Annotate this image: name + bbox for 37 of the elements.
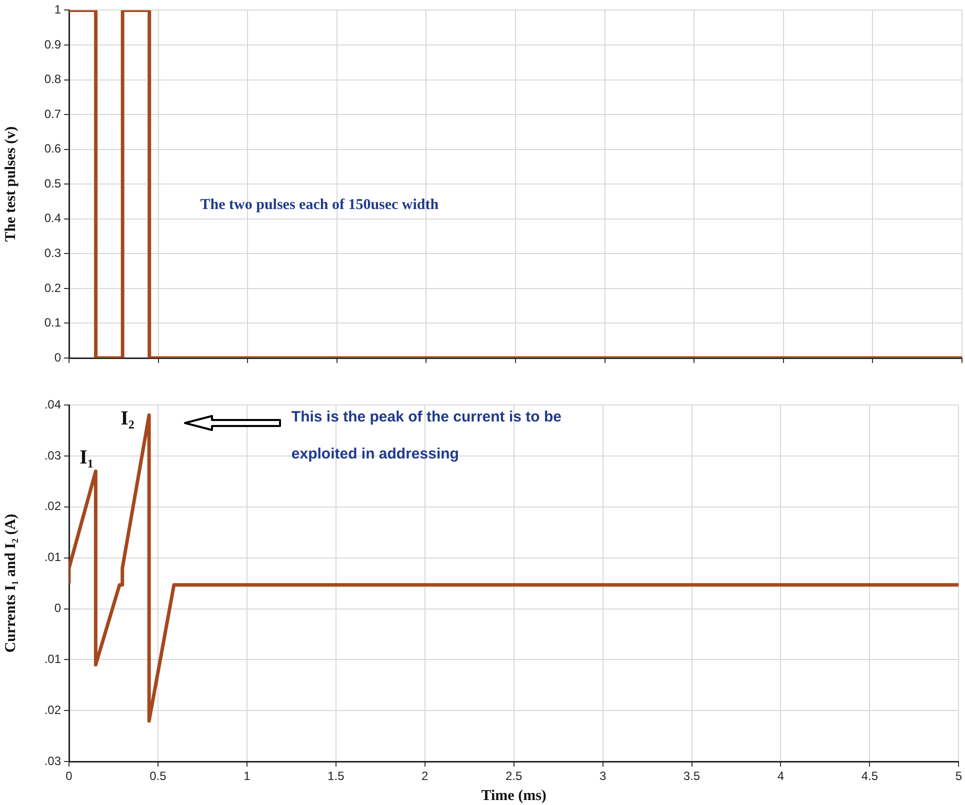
y-tick-label: 0: [54, 601, 62, 616]
y-tick-label: .02: [44, 702, 62, 717]
y-tick-label: 0.8: [44, 72, 62, 86]
y-tick-label: 0: [54, 350, 62, 364]
x-tick-label: 3.5: [683, 769, 700, 784]
y-tick-label: .03: [44, 754, 62, 768]
y-tick-label: 0.6: [44, 142, 62, 156]
annotation: I₁: [80, 446, 94, 469]
annotation: I₂: [120, 407, 134, 430]
y-tick-label: 0.2: [44, 280, 62, 295]
y-axis-title: Currents I₁ and I₂ (A): [2, 514, 19, 653]
y-tick-label: .04: [44, 397, 62, 412]
y-tick-label: 0.7: [44, 106, 62, 121]
x-tick-label: 0: [66, 769, 73, 784]
y-tick-label: 0.4: [44, 211, 62, 226]
y-tick-label: .01: [44, 652, 62, 666]
x-tick-label: 5: [955, 769, 962, 784]
x-axis-title: Time (ms): [481, 788, 546, 804]
y-axis-title: The test pulses (v): [2, 126, 19, 242]
y-tick-label: 1: [54, 2, 62, 17]
y-tick-label: .03: [44, 448, 62, 462]
x-tick-label: 4: [777, 769, 784, 784]
x-tick-label: 0.5: [150, 769, 167, 784]
annotation: The two pulses each of 150usec width: [200, 196, 440, 213]
x-tick-label: 3: [599, 769, 606, 784]
y-tick-label: 0.3: [44, 246, 62, 260]
x-tick-label: 4.5: [861, 769, 878, 784]
x-tick-label: 2: [422, 769, 429, 784]
y-tick-label: 0.5: [44, 176, 62, 190]
y-tick-label: .02: [44, 499, 62, 514]
text: This is the peak of the current is to be exploited in addressing: [291, 408, 562, 463]
y-tick-label: 0.1: [44, 316, 62, 330]
x-tick-label: 1: [244, 769, 251, 784]
y-tick-label: 0.9: [44, 37, 62, 52]
x-tick-label: 1.5: [328, 769, 345, 784]
y-tick-label: .01: [44, 550, 62, 564]
x-tick-label: 2.5: [505, 769, 522, 784]
